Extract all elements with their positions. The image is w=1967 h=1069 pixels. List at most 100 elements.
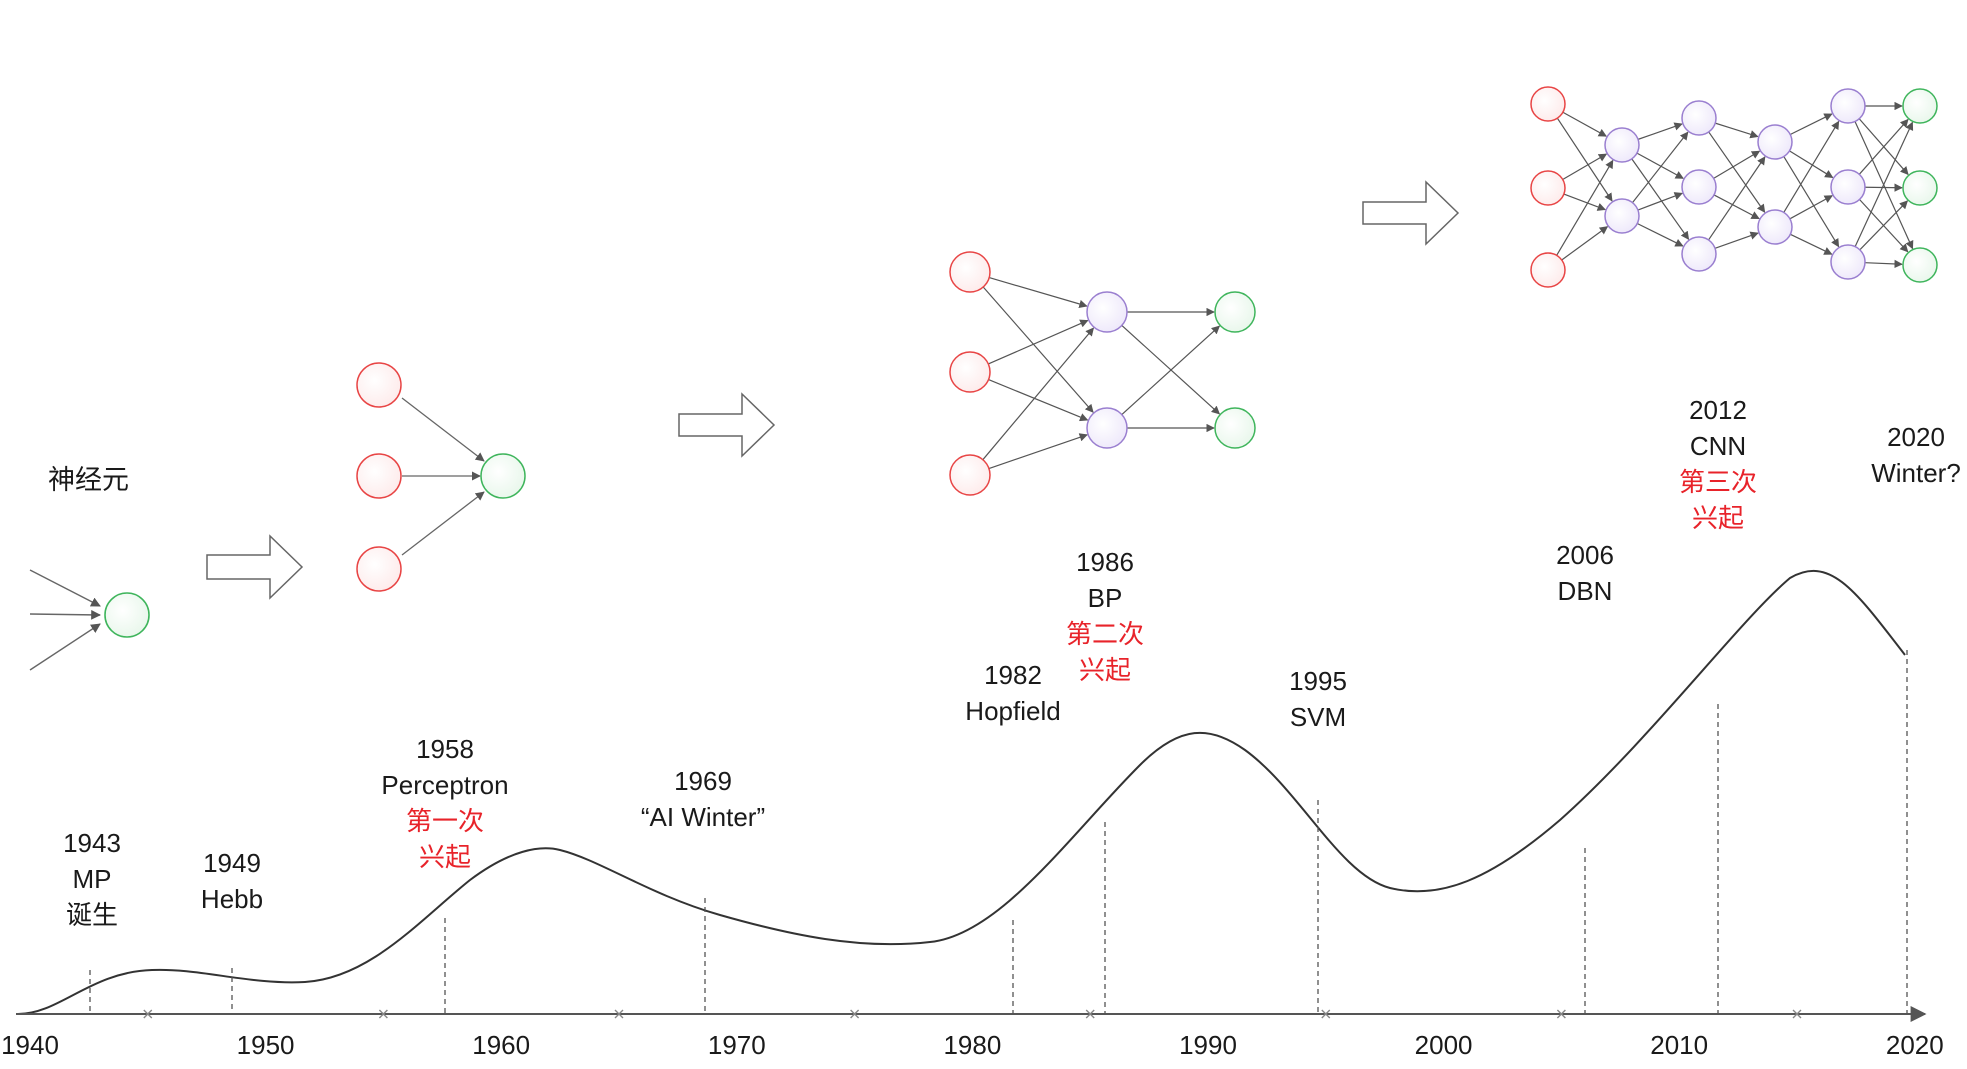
network-node-hid [1681,100,1717,136]
network-node-hid [1830,244,1866,280]
network-node-out [1902,88,1938,124]
event-name: Winter? [1871,458,1961,488]
event-name: Hebb [200,884,264,914]
neuron-title: 神经元 [48,465,129,496]
event-name: CNN [1689,431,1747,461]
event-year: 1986 [1076,547,1134,577]
event-label-winter-2020: 2020 Winter? [1871,419,1961,491]
event-name: DBN [1557,576,1613,606]
network-edge [1714,231,1759,249]
network-edge [1562,153,1608,180]
event-year: 1995 [1289,666,1347,696]
axis-tick-label: 2020 [1885,1030,1944,1060]
axis-tick-label: 1990 [1179,1030,1237,1060]
axis-tick-label: 1950 [236,1030,295,1060]
network-edge [1708,131,1766,213]
network-node-in [1530,252,1566,288]
axis-minor-mark [1556,1009,1566,1019]
network-edge [1789,150,1834,179]
network-edge [1636,152,1684,179]
progress-arrow-2 [678,392,776,458]
event-year: 1958 [416,734,474,764]
network-edge [1713,150,1761,179]
network-node-in [1530,86,1566,122]
axis-tick-label: 1960 [472,1030,531,1060]
network-node-hid [1757,124,1793,160]
network-node-hid [1830,88,1866,124]
network-edge [1556,159,1614,256]
network-node-out [1902,170,1938,206]
event-label-svm: 1995 SVM [1289,663,1347,735]
event-rise-note: 兴起 [418,842,471,872]
network-edge [1859,200,1909,251]
event-rise-note: 第一次 [405,806,484,836]
network-edge [1561,226,1609,261]
network-node-in [949,454,991,496]
network-edge [1864,183,1903,192]
event-label-bp: 1986 BP 第二次 兴起 [1066,544,1144,688]
network-node-in [1530,170,1566,206]
network-edge [1713,194,1760,220]
axis-minor-mark [1792,1009,1802,1019]
network-node-hid [1086,291,1128,333]
network-node-hid [1086,407,1128,449]
event-year: 2006 [1556,540,1614,570]
network-edge [1632,131,1689,204]
axis-minor-mark [143,1009,153,1019]
network-edge [1790,233,1833,255]
event-name: Perceptron [381,770,509,800]
network-node-out [1902,247,1938,283]
axis-tick-label: 1940 [1,1030,59,1060]
event-year: 2012 [1689,395,1747,425]
axis-tick-label: 2010 [1650,1030,1709,1060]
event-rise-note: 兴起 [1078,655,1132,685]
network-edge [1636,222,1684,247]
network-node-hid [1681,236,1717,272]
event-label-dbn: 2006 DBN [1556,537,1614,609]
network-edge [1556,117,1613,202]
network-edge [1637,192,1683,211]
event-name: BP [1087,583,1123,613]
event-rise-note: 兴起 [1691,503,1745,533]
progress-arrow-3 [1362,180,1460,246]
event-name: SVM [1289,702,1347,732]
trend-curve [17,569,1906,1015]
network-edge [1715,122,1759,139]
mlp-network [949,251,1256,496]
axis-ticks [143,1009,1802,1019]
network-edge [1637,122,1683,140]
event-label-mp: 1943 MP 诞生 [63,825,121,933]
event-label-hopfield: 1982 Hopfield [965,657,1060,729]
network-edge [1121,325,1221,416]
network-edge [1789,113,1833,136]
network-node-hid [1604,127,1640,163]
network-edge [988,319,1089,365]
event-label-hebb: 1949 Hebb [201,845,263,917]
network-edge [988,379,1089,422]
event-year: 1982 [984,660,1042,690]
axis-tick-label: 1970 [707,1030,766,1060]
axis-minor-mark [378,1009,388,1019]
network-edge [1783,120,1840,213]
network-edge [1562,111,1607,137]
deep-network [1530,86,1938,288]
network-node-in [949,351,991,393]
network-node-out [1214,291,1256,333]
event-rise-note: 第三次 [1678,467,1758,497]
axis-minor-mark [1321,1009,1331,1019]
network-edge [1563,193,1606,211]
network-node-out [1214,407,1256,449]
network-edge [1789,195,1833,220]
network-edge [1858,118,1909,175]
axis-tick-label: 2000 [1414,1030,1473,1060]
network-edge [1854,121,1914,247]
event-name: “AI Winter” [640,802,766,832]
network-edge [1864,259,1903,269]
event-label-perceptron: 1958 Perceptron 第一次兴起 [381,731,508,875]
network-edge [982,286,1094,413]
network-edge [1783,156,1840,248]
network-edge [988,433,1088,470]
network-edge [1631,158,1690,240]
